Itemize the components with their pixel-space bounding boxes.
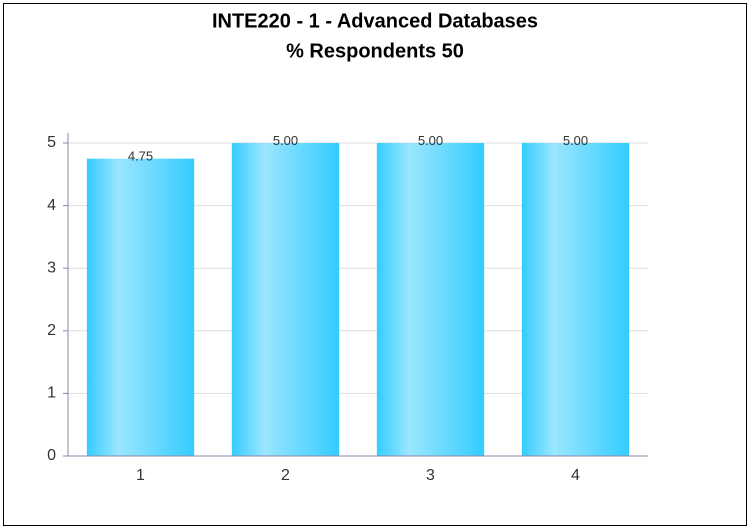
value-label: 5.00 (273, 133, 298, 148)
y-tick-label: 5 (47, 134, 56, 151)
value-label: 5.00 (418, 133, 443, 148)
x-tick-label: 4 (571, 467, 580, 484)
bar (376, 143, 485, 456)
value-label: 4.75 (128, 149, 153, 164)
x-tick-label: 3 (426, 467, 435, 484)
value-label: 5.00 (563, 133, 588, 148)
chart-subtitle: % Respondents 50 (286, 40, 464, 62)
x-tick-label: 1 (136, 467, 145, 484)
y-tick-label: 4 (47, 197, 56, 214)
y-tick-label: 3 (47, 259, 56, 276)
bar (521, 143, 630, 456)
y-tick-label: 2 (47, 322, 56, 339)
bar (86, 158, 195, 456)
chart-title: INTE220 - 1 - Advanced Databases (212, 10, 538, 32)
x-tick-label: 2 (281, 467, 290, 484)
y-tick-label: 1 (47, 385, 56, 402)
y-tick-label: 0 (47, 447, 56, 464)
bar (231, 143, 340, 456)
